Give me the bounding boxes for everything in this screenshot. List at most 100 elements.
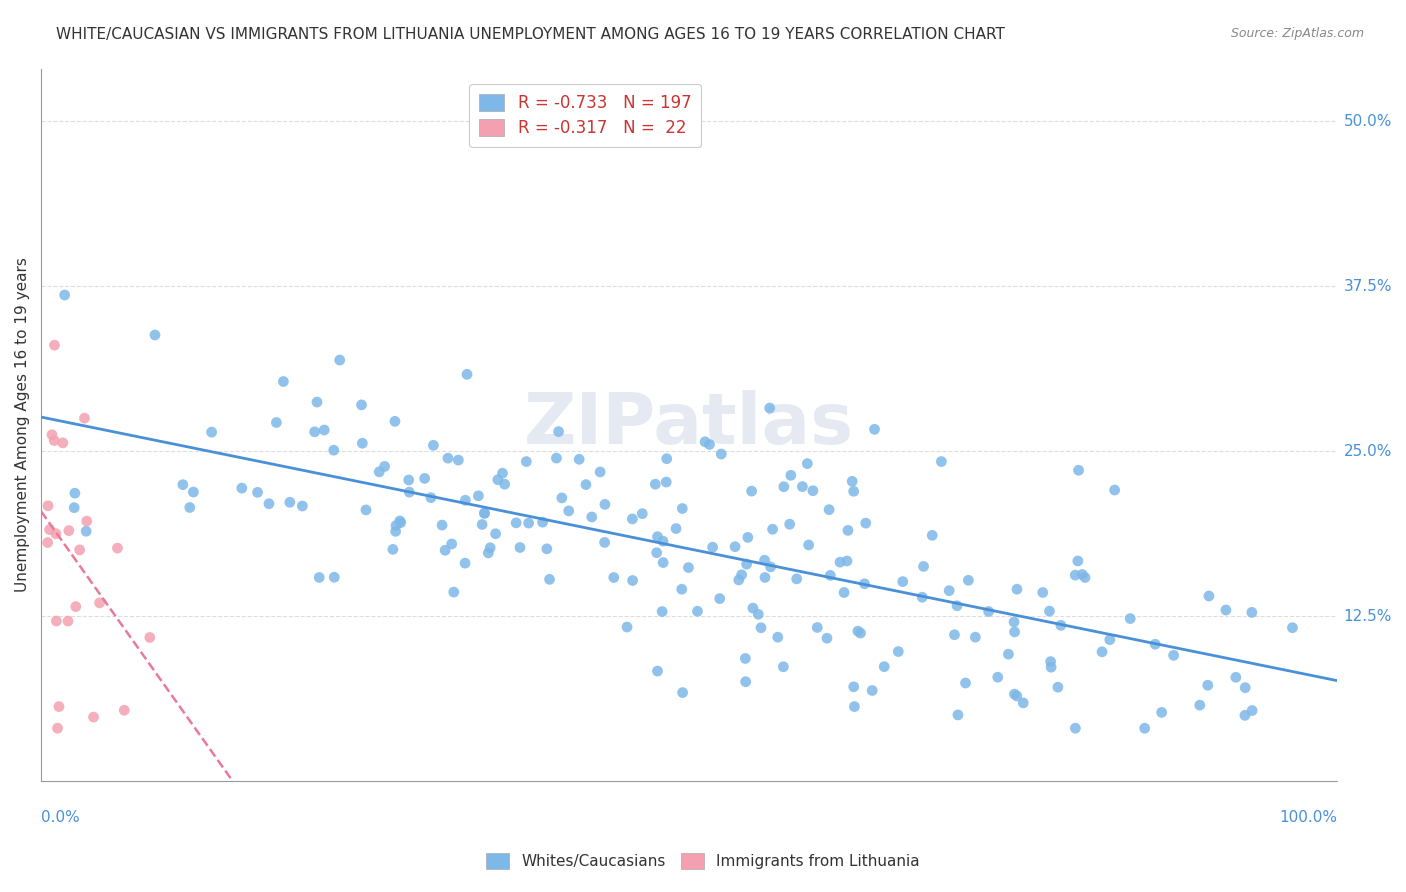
Point (291, 499, 314, 513)
Point (779, 468, 801, 483)
Point (758, 401, 780, 415)
Point (44, 434, 66, 448)
Point (389, 516, 412, 530)
Point (1098, 632, 1121, 647)
Point (820, 568, 842, 582)
Point (477, 546, 499, 560)
Point (842, 680, 865, 694)
Point (304, 425, 326, 439)
Point (420, 491, 443, 505)
Point (257, 497, 280, 511)
Point (842, 484, 865, 499)
Point (443, 585, 465, 599)
Point (384, 414, 406, 428)
Point (652, 556, 675, 570)
Point (686, 604, 709, 618)
Point (997, 647, 1019, 661)
Point (1005, 689, 1028, 703)
Point (547, 425, 569, 439)
Point (38, 523, 60, 537)
Point (45, 614, 67, 628)
Point (474, 507, 496, 521)
Point (179, 500, 201, 515)
Point (1144, 637, 1167, 651)
Point (143, 328, 166, 343)
Point (422, 438, 444, 452)
Point (741, 601, 763, 615)
Text: 25.0%: 25.0% (1344, 443, 1392, 458)
Point (710, 447, 733, 461)
Point (844, 699, 866, 714)
Point (63, 500, 86, 515)
Text: 37.5%: 37.5% (1344, 278, 1392, 293)
Point (1050, 618, 1073, 632)
Point (437, 451, 460, 466)
Point (385, 518, 408, 533)
Point (48, 699, 70, 714)
Point (806, 620, 828, 634)
Legend: R = -0.733   N = 197, R = -0.317   N =  22: R = -0.733 N = 197, R = -0.317 N = 22 (470, 84, 702, 147)
Point (734, 674, 756, 689)
Point (73, 411, 96, 425)
Point (413, 471, 436, 485)
Point (946, 707, 969, 722)
Point (737, 530, 759, 544)
Point (841, 475, 863, 489)
Point (621, 512, 644, 526)
Point (603, 570, 626, 584)
Point (69, 542, 91, 557)
Point (484, 526, 506, 541)
Point (747, 607, 769, 622)
Text: 0.0%: 0.0% (41, 810, 80, 824)
Point (832, 585, 855, 599)
Point (860, 683, 883, 698)
Point (354, 503, 377, 517)
Text: Source: ZipAtlas.com: Source: ZipAtlas.com (1230, 27, 1364, 40)
Point (1004, 687, 1026, 701)
Point (201, 425, 224, 439)
Point (374, 459, 396, 474)
Point (37, 535, 59, 549)
Point (551, 491, 574, 505)
Point (749, 621, 772, 635)
Point (1038, 604, 1060, 618)
Point (1241, 704, 1264, 718)
Point (754, 570, 776, 584)
Point (873, 659, 896, 673)
Text: 50.0%: 50.0% (1344, 114, 1392, 128)
Point (931, 454, 953, 468)
Point (741, 484, 763, 499)
Point (887, 644, 910, 658)
Point (943, 628, 966, 642)
Point (792, 480, 814, 494)
Point (536, 541, 558, 556)
Point (474, 506, 496, 520)
Point (63, 486, 86, 500)
Point (754, 553, 776, 567)
Point (1163, 648, 1185, 663)
Point (314, 423, 336, 437)
Text: WHITE/CAUCASIAN VS IMMIGRANTS FROM LITHUANIA UNEMPLOYMENT AMONG AGES 16 TO 19 YE: WHITE/CAUCASIAN VS IMMIGRANTS FROM LITHU… (56, 27, 1005, 42)
Point (139, 631, 162, 645)
Point (589, 465, 612, 479)
Point (56, 614, 79, 628)
Point (645, 546, 668, 560)
Point (388, 514, 411, 528)
Point (1032, 585, 1054, 599)
Point (479, 541, 502, 555)
Point (1233, 708, 1256, 723)
Point (471, 517, 494, 532)
Point (815, 632, 838, 646)
Point (759, 560, 782, 574)
Point (83, 710, 105, 724)
Point (1215, 603, 1237, 617)
Point (671, 582, 693, 597)
Point (727, 573, 749, 587)
Point (381, 542, 404, 557)
Point (1091, 645, 1114, 659)
Point (1234, 681, 1257, 695)
Point (65, 599, 87, 614)
Point (671, 685, 693, 699)
Point (1067, 554, 1090, 568)
Text: ZIPatlas: ZIPatlas (524, 391, 853, 459)
